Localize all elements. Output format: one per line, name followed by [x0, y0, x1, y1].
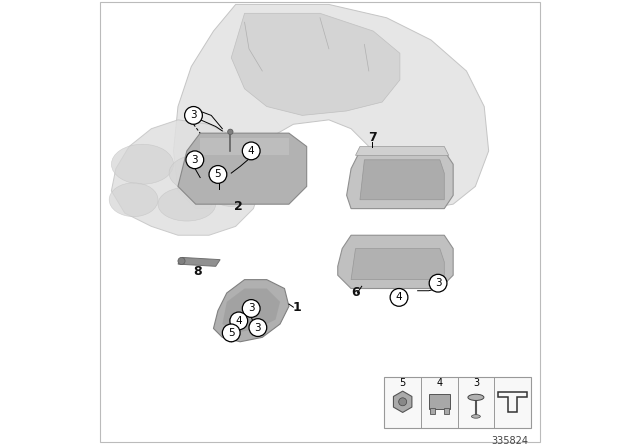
Polygon shape	[236, 177, 258, 200]
Text: 4: 4	[436, 379, 442, 388]
Ellipse shape	[111, 144, 173, 184]
Polygon shape	[200, 138, 289, 155]
Bar	[429, 409, 435, 414]
Ellipse shape	[169, 155, 231, 192]
Circle shape	[228, 129, 233, 134]
Text: 1: 1	[292, 301, 301, 314]
Circle shape	[178, 258, 185, 264]
Polygon shape	[347, 151, 453, 209]
Circle shape	[399, 398, 406, 406]
Text: 3: 3	[435, 278, 442, 288]
Text: 8: 8	[194, 265, 202, 278]
Circle shape	[429, 274, 447, 292]
Text: 3: 3	[473, 379, 479, 388]
Text: 2: 2	[234, 200, 243, 213]
Text: 5: 5	[228, 328, 234, 338]
Polygon shape	[351, 249, 444, 280]
Polygon shape	[338, 235, 453, 289]
Polygon shape	[173, 4, 489, 209]
Text: 3: 3	[248, 303, 255, 314]
Circle shape	[243, 142, 260, 160]
Circle shape	[390, 289, 408, 306]
Circle shape	[249, 319, 267, 336]
Circle shape	[209, 166, 227, 183]
Polygon shape	[111, 120, 262, 235]
Ellipse shape	[209, 175, 253, 207]
Text: 7: 7	[368, 131, 377, 144]
Text: 3: 3	[190, 110, 197, 121]
FancyBboxPatch shape	[385, 377, 531, 428]
Polygon shape	[222, 289, 280, 333]
Circle shape	[222, 324, 240, 342]
Text: 4: 4	[236, 316, 242, 326]
Text: 335824: 335824	[492, 436, 529, 446]
Circle shape	[243, 300, 260, 317]
Text: 3: 3	[191, 155, 198, 165]
Text: 5: 5	[214, 169, 221, 180]
Text: 6: 6	[351, 286, 360, 299]
Polygon shape	[214, 280, 289, 342]
Text: 5: 5	[399, 379, 406, 388]
Polygon shape	[355, 146, 449, 155]
Ellipse shape	[472, 415, 481, 418]
Text: 4: 4	[396, 293, 403, 302]
Circle shape	[230, 312, 248, 330]
Text: 4: 4	[248, 146, 255, 156]
Circle shape	[186, 151, 204, 168]
Polygon shape	[178, 258, 220, 266]
Bar	[429, 394, 450, 409]
Polygon shape	[178, 133, 307, 204]
Bar	[444, 409, 449, 414]
Polygon shape	[231, 13, 400, 116]
Polygon shape	[360, 160, 444, 200]
Ellipse shape	[109, 183, 158, 216]
Circle shape	[184, 107, 202, 124]
Text: 3: 3	[255, 323, 261, 332]
Ellipse shape	[468, 394, 484, 401]
Ellipse shape	[158, 187, 216, 221]
